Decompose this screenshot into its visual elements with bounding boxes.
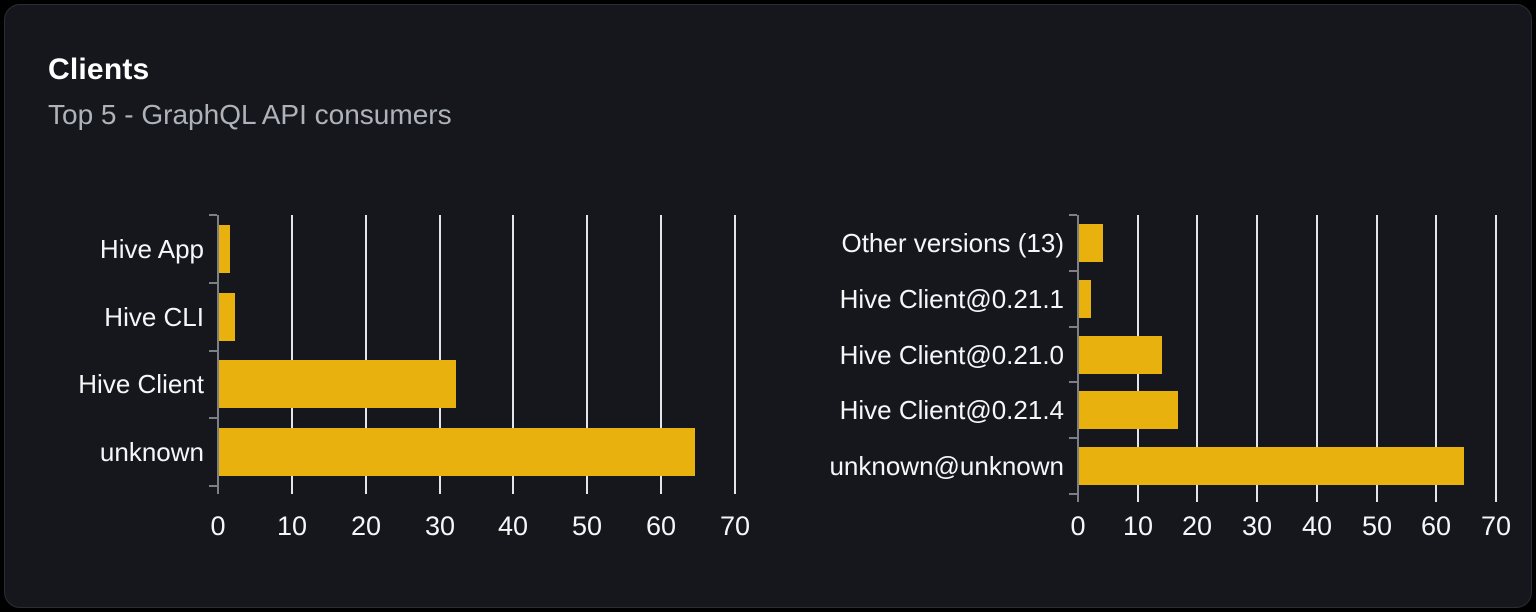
x-tick-label: 0 <box>1070 511 1086 541</box>
bar[interactable] <box>219 225 230 273</box>
y-axis-tick <box>1069 437 1077 439</box>
x-tick-label: 0 <box>210 511 226 541</box>
category-label: Hive App <box>99 234 204 264</box>
gridline <box>1495 215 1497 502</box>
gridline <box>586 215 589 494</box>
gridline <box>364 215 367 494</box>
x-tick-label: 30 <box>1241 511 1273 541</box>
x-tick-label: 40 <box>497 511 529 541</box>
gridline <box>734 215 736 494</box>
category-label: Hive Client <box>78 369 204 399</box>
bar[interactable] <box>219 360 456 408</box>
category-label: Hive Client@0.21.0 <box>839 340 1064 370</box>
category-label: unknown@unknown <box>829 451 1064 481</box>
y-axis-tick <box>209 485 217 487</box>
bar[interactable] <box>1079 447 1464 485</box>
gridline <box>1315 215 1318 502</box>
gridline <box>1435 215 1438 502</box>
y-axis-tick <box>209 350 217 352</box>
x-tick-label: 10 <box>1122 511 1154 541</box>
clients-by-name-chart: Hive App Hive CLI Hive Client unknown 0 10 20 3… <box>78 214 750 541</box>
gridline <box>660 215 663 494</box>
x-tick-label: 40 <box>1301 511 1333 541</box>
gridline <box>1256 215 1259 502</box>
y-axis-tick <box>1069 270 1077 272</box>
x-tick-label: 50 <box>1361 511 1393 541</box>
category-label: Hive Client@0.21.4 <box>839 395 1064 425</box>
gridline <box>290 215 293 494</box>
category-label: Hive Client@0.21.1 <box>839 284 1064 314</box>
bar[interactable] <box>1079 224 1103 262</box>
bar[interactable] <box>219 428 695 476</box>
y-axis-tick <box>209 214 217 216</box>
y-axis-line <box>1077 215 1079 502</box>
x-tick-label: 60 <box>1420 511 1452 541</box>
x-tick-label: 10 <box>276 511 308 541</box>
category-label: Hive CLI <box>104 302 204 332</box>
x-tick-label: 70 <box>1480 511 1512 541</box>
bar[interactable] <box>1079 336 1162 374</box>
clients-by-version-chart: Other versions (13) Hive Client@0.21.1 Hiv… <box>829 214 1511 541</box>
clients-card: Clients Top 5 - GraphQL API consumers Hi… <box>4 4 1532 608</box>
gridline <box>438 215 441 494</box>
x-tick-label: 70 <box>719 511 751 541</box>
y-axis-tick <box>1069 326 1077 328</box>
y-axis-tick <box>209 417 217 419</box>
gridline <box>1375 215 1378 502</box>
gridline <box>1196 215 1199 502</box>
card-subtitle: Top 5 - GraphQL API consumers <box>48 99 452 130</box>
y-axis-tick <box>209 282 217 284</box>
y-axis-tick <box>1069 214 1077 216</box>
card-title: Clients <box>48 53 150 86</box>
category-label: unknown <box>99 437 204 467</box>
category-label: Other versions (13) <box>841 228 1064 258</box>
gridline <box>512 215 515 494</box>
x-tick-label: 60 <box>645 511 677 541</box>
bar[interactable] <box>219 293 235 341</box>
y-axis-tick <box>1069 493 1077 495</box>
bar[interactable] <box>1079 280 1091 318</box>
x-tick-label: 50 <box>571 511 603 541</box>
y-axis-tick <box>1069 381 1077 383</box>
bar[interactable] <box>1079 391 1178 429</box>
y-axis-line <box>217 215 219 494</box>
x-tick-label: 20 <box>1181 511 1213 541</box>
x-tick-label: 20 <box>350 511 382 541</box>
x-tick-label: 30 <box>424 511 456 541</box>
